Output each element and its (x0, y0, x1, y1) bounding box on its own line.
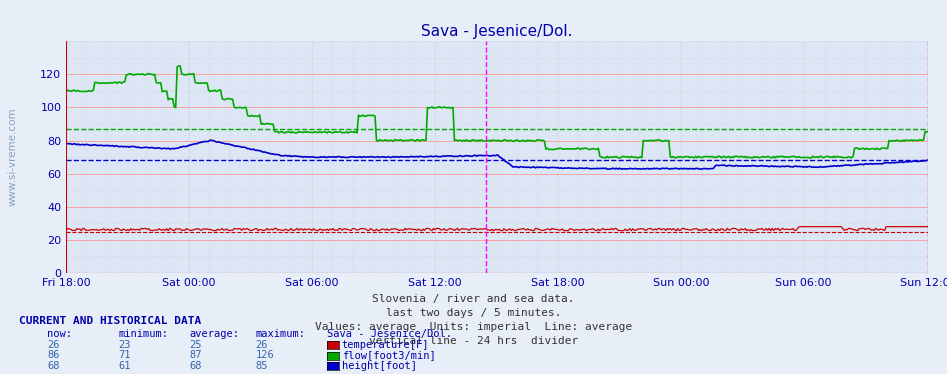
Text: Sava - Jesenice/Dol.: Sava - Jesenice/Dol. (327, 329, 452, 338)
Text: 86: 86 (47, 350, 60, 360)
Text: CURRENT AND HISTORICAL DATA: CURRENT AND HISTORICAL DATA (19, 316, 201, 326)
Text: vertical line - 24 hrs  divider: vertical line - 24 hrs divider (369, 336, 578, 346)
Text: average:: average: (189, 329, 240, 338)
Text: 71: 71 (118, 350, 131, 360)
Text: 87: 87 (189, 350, 202, 360)
Text: 25: 25 (189, 340, 202, 350)
Text: 23: 23 (118, 340, 131, 350)
Text: 61: 61 (118, 361, 131, 371)
Text: 85: 85 (256, 361, 268, 371)
Title: Sava - Jesenice/Dol.: Sava - Jesenice/Dol. (421, 24, 573, 39)
Text: height[foot]: height[foot] (342, 361, 417, 371)
Text: www.si-vreme.com: www.si-vreme.com (8, 108, 17, 206)
Text: last two days / 5 minutes.: last two days / 5 minutes. (385, 308, 562, 318)
Text: 26: 26 (47, 340, 60, 350)
Text: 68: 68 (47, 361, 60, 371)
Text: 126: 126 (256, 350, 275, 360)
Text: now:: now: (47, 329, 72, 338)
Text: minimum:: minimum: (118, 329, 169, 338)
Text: flow[foot3/min]: flow[foot3/min] (342, 350, 436, 360)
Text: Slovenia / river and sea data.: Slovenia / river and sea data. (372, 294, 575, 304)
Text: Values: average  Units: imperial  Line: average: Values: average Units: imperial Line: av… (314, 322, 633, 332)
Text: temperature[F]: temperature[F] (342, 340, 429, 350)
Text: 68: 68 (189, 361, 202, 371)
Text: maximum:: maximum: (256, 329, 306, 338)
Text: 26: 26 (256, 340, 268, 350)
